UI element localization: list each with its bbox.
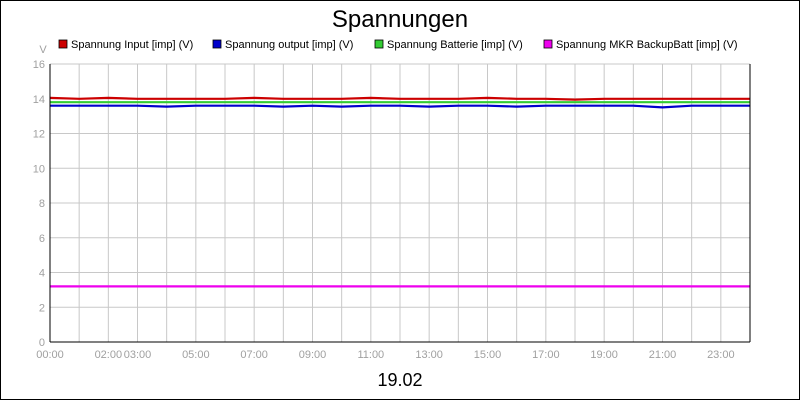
x-tick-label: 23:00 (707, 349, 735, 361)
y-axis-label: V (39, 44, 47, 56)
x-tick-label: 19:00 (590, 349, 618, 361)
legend-entry: Spannung Input [imp] (V) (71, 39, 193, 51)
x-tick-label: 07:00 (240, 349, 268, 361)
legend-entry: Spannung output [imp] (V) (225, 39, 353, 51)
series-lines (49, 96, 750, 288)
x-tick-label: 15:00 (474, 349, 502, 361)
x-tick-label: 03:00 (124, 349, 152, 361)
legend-swatch (212, 39, 222, 49)
legend-entry: Spannung MKR BackupBatt [imp] (V) (556, 39, 738, 51)
x-tick-label: 09:00 (299, 349, 327, 361)
y-tick-label: 14 (33, 94, 45, 106)
y-tick-label: 6 (39, 233, 45, 245)
legend: Spannung Input [imp] (V) Spannung output … (58, 39, 738, 51)
x-tick-label: 05:00 (182, 349, 210, 361)
grid (49, 63, 751, 343)
y-tick-label: 4 (39, 268, 45, 280)
legend-swatch (374, 39, 384, 49)
series-line-2 (50, 104, 750, 109)
chart-title: Spannungen (332, 6, 468, 33)
x-tick-label: 17:00 (532, 349, 560, 361)
x-tick-label: 02:00 (95, 349, 123, 361)
legend-swatch (58, 39, 68, 49)
x-tick-label: 21:00 (649, 349, 677, 361)
x-tick-label: 13:00 (415, 349, 443, 361)
x-tick-label: 11:00 (357, 349, 384, 361)
series-line-1 (49, 96, 750, 101)
y-tick-label: 12 (33, 129, 45, 141)
y-axis-ticks: 0 2 4 6 8 10 12 14 16 (33, 59, 45, 349)
axes (49, 64, 751, 343)
y-tick-label: 10 (33, 163, 45, 175)
legend-swatch (543, 39, 553, 49)
date-label: 19.02 (377, 370, 422, 390)
x-axis-ticks: 00:00 02:00 03:00 05:00 07:00 09:00 11:00 13:00… (36, 349, 734, 361)
y-tick-label: 2 (39, 302, 45, 314)
y-tick-label: 8 (39, 198, 45, 210)
y-tick-label: 0 (39, 337, 45, 349)
y-tick-label: 16 (33, 59, 45, 71)
legend-entry: Spannung Batterie [imp] (V) (387, 39, 523, 51)
x-tick-label: 00:00 (36, 349, 64, 361)
